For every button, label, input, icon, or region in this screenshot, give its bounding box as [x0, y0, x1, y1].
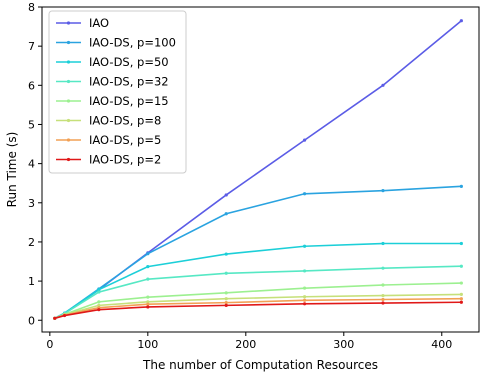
data-point — [459, 292, 463, 297]
y-tick-label: 4 — [28, 158, 35, 171]
y-tick-label: 8 — [28, 1, 35, 14]
x-axis-title: The number of Computation Resources — [142, 358, 378, 372]
chart-marks — [53, 19, 463, 320]
series-3 — [53, 264, 463, 320]
y-tick-label: 2 — [28, 236, 35, 249]
chart-axes: 0 100 200 300 400 0 1 2 3 4 5 6 7 8 — [28, 1, 480, 351]
legend-label: IAO-DS, p=5 — [89, 133, 161, 147]
data-point — [224, 303, 228, 307]
x-tick-label: 0 — [46, 338, 53, 351]
legend-label: IAO-DS, p=2 — [89, 153, 161, 167]
series-7 — [53, 300, 463, 320]
data-point — [459, 19, 463, 23]
data-point — [302, 138, 307, 142]
data-point — [224, 291, 228, 295]
plot-frame — [41, 6, 480, 333]
data-point — [381, 189, 385, 193]
data-point — [459, 300, 463, 304]
y-tick-label: 5 — [28, 118, 35, 131]
legend-label: IAO-DS, p=15 — [89, 94, 169, 108]
data-point — [62, 313, 67, 318]
legend-label: IAO-DS, p=32 — [89, 75, 169, 89]
legend-entry: IAO-DS, p=5 — [56, 133, 161, 147]
x-tick-label: 100 — [137, 338, 158, 351]
legend-swatch-marker — [66, 79, 71, 84]
data-point — [381, 293, 385, 298]
legend-label: IAO-DS, p=8 — [89, 114, 161, 128]
data-point — [97, 308, 101, 312]
data-point — [459, 281, 463, 285]
data-point — [302, 286, 307, 290]
legend-entry: IAO — [56, 16, 109, 30]
y-axis-title: Run Time (s) — [5, 132, 19, 208]
data-point — [302, 295, 307, 299]
data-point — [381, 297, 385, 302]
data-point — [302, 192, 307, 196]
data-point — [302, 298, 307, 302]
series-line — [54, 282, 462, 320]
legend-label: IAO — [89, 16, 109, 30]
series-line — [54, 301, 462, 320]
data-point — [146, 300, 150, 304]
legend-entry: IAO-DS, p=100 — [56, 36, 176, 50]
legend-swatch-marker — [66, 138, 71, 142]
data-point — [224, 212, 228, 216]
legend-swatch-marker — [66, 118, 71, 123]
data-point — [381, 241, 385, 246]
legend-entry: IAO-DS, p=8 — [56, 114, 161, 128]
data-point — [146, 302, 150, 306]
legend-swatch-marker — [66, 21, 71, 25]
legend-entry: IAO-DS, p=32 — [56, 75, 169, 89]
data-point — [459, 184, 463, 188]
x-tick-label: 200 — [235, 338, 256, 351]
data-point — [97, 290, 101, 294]
data-point — [459, 241, 463, 246]
legend-swatch-marker — [66, 157, 71, 162]
y-tick-label: 6 — [28, 79, 35, 92]
legend-entry: IAO-DS, p=50 — [56, 55, 169, 69]
y-tick-label: 1 — [28, 275, 35, 288]
legend-box — [48, 10, 187, 174]
data-point — [146, 265, 150, 269]
data-point — [381, 301, 385, 305]
data-point — [224, 297, 228, 301]
legend-label: IAO-DS, p=100 — [89, 36, 176, 50]
y-tick-label: 7 — [28, 40, 35, 53]
data-point — [381, 83, 385, 87]
data-point — [224, 252, 228, 256]
legend-swatch-marker — [66, 40, 71, 45]
legend-entry: IAO-DS, p=2 — [56, 153, 161, 167]
x-tick-label: 400 — [431, 338, 452, 351]
data-point — [53, 316, 57, 320]
data-point — [302, 244, 307, 248]
data-point — [146, 305, 150, 309]
data-point — [224, 301, 228, 305]
data-point — [459, 297, 463, 301]
legend-swatch-marker — [66, 60, 71, 64]
data-point — [381, 266, 385, 270]
legend-swatch-marker — [66, 99, 71, 103]
x-tick-label: 300 — [333, 338, 354, 351]
data-point — [224, 193, 228, 197]
legend: IAO IAO-DS, p=100 IAO-DS, p=50 IAO-DS, p=32… — [48, 10, 187, 174]
data-point — [146, 277, 150, 281]
data-point — [97, 303, 101, 307]
data-point — [146, 252, 150, 256]
legend-label: IAO-DS, p=50 — [89, 55, 169, 69]
y-tick-label: 3 — [28, 197, 35, 210]
y-tick-label: 0 — [28, 314, 35, 327]
data-point — [224, 271, 228, 275]
data-point — [97, 288, 101, 292]
data-point — [302, 302, 307, 306]
data-point — [97, 300, 101, 304]
data-point — [381, 283, 385, 287]
data-point — [459, 264, 463, 268]
data-point — [146, 295, 150, 299]
legend-entry: IAO-DS, p=15 — [56, 94, 169, 108]
series-line — [54, 265, 462, 320]
data-point — [302, 269, 307, 273]
